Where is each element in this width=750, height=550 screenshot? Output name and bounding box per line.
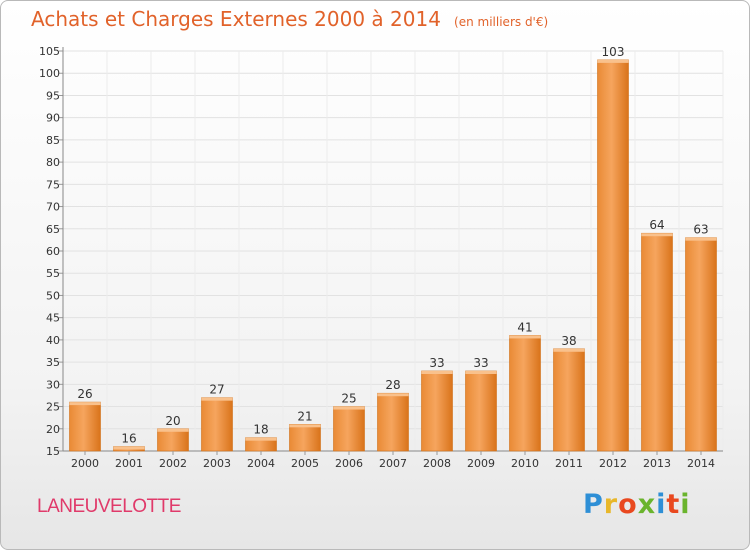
data-label: 26 (77, 387, 92, 401)
x-tick-label: 2000 (71, 457, 99, 470)
y-tick-label: 80 (46, 156, 60, 169)
data-label: 103 (602, 45, 625, 59)
data-label: 20 (165, 414, 180, 428)
y-tick-label: 20 (46, 423, 60, 436)
bar-top-highlight (201, 397, 233, 401)
town-name: LANEUVELOTTE (37, 496, 181, 517)
x-tick-label: 2007 (379, 457, 407, 470)
x-tick-label: 2014 (687, 457, 715, 470)
y-tick-label: 45 (46, 312, 60, 325)
bar-top-highlight (641, 233, 673, 237)
y-tick-label: 85 (46, 134, 60, 147)
x-tick-label: 2012 (599, 457, 627, 470)
x-tick-label: 2002 (159, 457, 187, 470)
bar (157, 428, 189, 452)
bar-top-highlight (465, 371, 497, 374)
data-label: 16 (121, 432, 136, 446)
bar (377, 392, 409, 452)
bar (421, 370, 453, 452)
proxiti-logo[interactable]: Proxiti (583, 489, 691, 520)
y-tick-label: 100 (39, 67, 60, 80)
y-tick-label: 95 (46, 89, 60, 102)
data-label: 33 (429, 356, 444, 370)
data-label: 38 (561, 334, 576, 348)
bar (553, 348, 585, 452)
data-labels: 26 16 20 27 18 21 25 28 33 33 41 38 103 64 63 (77, 45, 708, 446)
logo-letter: x (637, 489, 657, 520)
logo-letter: P (583, 489, 604, 520)
logo-letter: i (680, 489, 691, 520)
chart-subtitle: (en milliers d'€) (454, 15, 549, 29)
bar (289, 424, 321, 452)
bar (509, 335, 541, 452)
y-tick-label: 65 (46, 223, 60, 236)
chart-title: Achats et Charges Externes 2000 à 2014 (31, 7, 441, 31)
x-tick-label: 2013 (643, 457, 671, 470)
bars (69, 59, 717, 452)
x-tick-label: 2004 (247, 457, 275, 470)
y-tick-label: 90 (46, 112, 60, 125)
bar (201, 397, 233, 452)
bar-top-highlight (421, 371, 453, 374)
bar-top-highlight (597, 59, 629, 63)
data-label: 28 (385, 378, 400, 392)
bar-top-highlight (333, 406, 365, 410)
data-label: 63 (693, 223, 708, 237)
y-axis-ticks: 15 20 25 30 35 40 45 50 55 60 65 70 75 80 85 90 95 100 105 (39, 45, 60, 458)
chart-header: Achats et Charges Externes 2000 à 2014 (… (31, 7, 548, 31)
logo-letter: i (656, 489, 667, 520)
x-tick-label: 2001 (115, 457, 143, 470)
x-axis-ticks: 2000 2001 2002 2003 2004 2005 2006 2007 2008 2009… (71, 451, 715, 470)
data-label: 41 (517, 320, 532, 334)
x-tick-label: 2010 (511, 457, 539, 470)
y-tick-label: 30 (46, 378, 60, 391)
x-tick-label: 2003 (203, 457, 231, 470)
y-tick-label: 35 (46, 356, 60, 369)
data-label: 64 (649, 218, 664, 232)
y-tick-label: 75 (46, 178, 60, 191)
y-tick-label: 105 (39, 45, 60, 58)
bar (641, 232, 673, 452)
y-tick-label: 55 (46, 267, 60, 280)
bar-top-highlight (245, 437, 277, 441)
bar-top-highlight (113, 446, 145, 450)
x-tick-label: 2009 (467, 457, 495, 470)
bar-top-highlight (509, 335, 541, 339)
logo-letter: o (618, 489, 638, 520)
y-tick-label: 25 (46, 401, 60, 414)
data-label: 18 (253, 423, 268, 437)
x-tick-label: 2006 (335, 457, 363, 470)
bar (69, 401, 101, 452)
logo-letter: r (603, 489, 619, 520)
bar-top-highlight (69, 402, 101, 406)
bar-top-highlight (157, 428, 189, 432)
data-label: 27 (209, 383, 224, 397)
y-tick-label: 15 (46, 445, 60, 458)
bar-top-highlight (553, 348, 585, 352)
bar (465, 370, 497, 452)
bar (597, 59, 629, 452)
x-tick-label: 2011 (555, 457, 583, 470)
x-tick-label: 2008 (423, 457, 451, 470)
bar-top-highlight (377, 393, 409, 397)
bar (685, 237, 717, 452)
y-tick-label: 60 (46, 245, 60, 258)
y-tick-label: 70 (46, 201, 60, 214)
data-label: 33 (473, 356, 488, 370)
bar-top-highlight (685, 237, 717, 241)
y-tick-label: 40 (46, 334, 60, 347)
logo-letter: t (666, 489, 681, 520)
bar-top-highlight (289, 424, 321, 428)
data-label: 21 (297, 409, 312, 423)
y-tick-label: 50 (46, 289, 60, 302)
x-tick-label: 2005 (291, 457, 319, 470)
data-label: 25 (341, 392, 356, 406)
bar (333, 406, 365, 452)
